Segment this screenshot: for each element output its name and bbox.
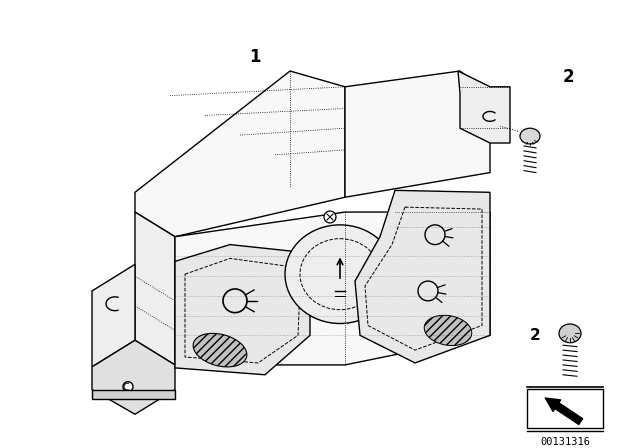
Text: 1: 1	[249, 48, 260, 66]
Polygon shape	[92, 264, 135, 367]
Ellipse shape	[285, 225, 395, 323]
Text: 2: 2	[562, 68, 574, 86]
Polygon shape	[175, 245, 310, 375]
Circle shape	[324, 211, 336, 223]
Circle shape	[123, 382, 133, 392]
Text: 2: 2	[530, 328, 540, 343]
Text: 00131316: 00131316	[540, 437, 590, 447]
Ellipse shape	[193, 333, 247, 367]
Polygon shape	[92, 340, 175, 414]
Polygon shape	[355, 190, 490, 363]
Ellipse shape	[520, 128, 540, 144]
Polygon shape	[345, 71, 490, 197]
Ellipse shape	[559, 324, 581, 343]
Ellipse shape	[424, 315, 472, 345]
Bar	[527, 388, 603, 428]
Polygon shape	[92, 390, 175, 400]
FancyArrowPatch shape	[545, 398, 582, 424]
Polygon shape	[175, 212, 490, 365]
Polygon shape	[135, 71, 345, 237]
Polygon shape	[458, 71, 510, 143]
Polygon shape	[135, 212, 175, 365]
